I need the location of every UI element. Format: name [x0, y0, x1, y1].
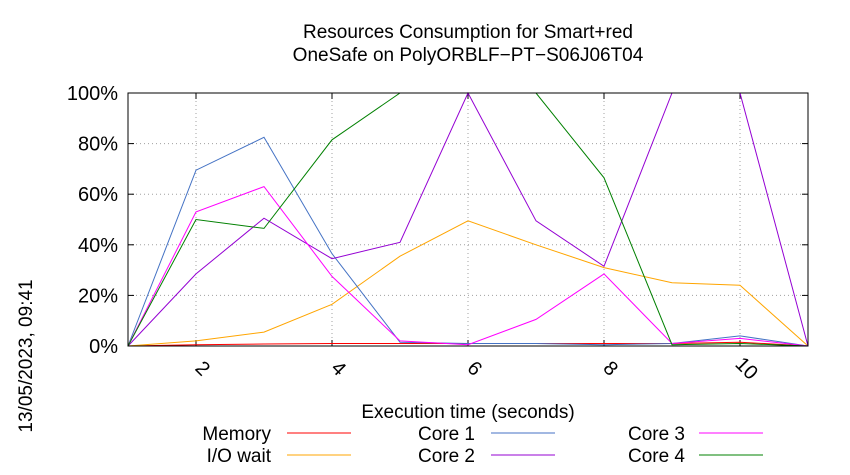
- series-line-core-3: [127, 186, 809, 347]
- x-tick-label: 6: [463, 357, 486, 380]
- x-tick-label: 4: [327, 357, 350, 380]
- legend-label: I/O wait: [207, 446, 272, 467]
- x-axis-label: Execution time (seconds): [361, 402, 574, 423]
- chart-title: Resources Consumption for Smart+redOneSa…: [293, 22, 644, 66]
- y-tick-label: 80%: [78, 134, 118, 156]
- legend-label: Core 4: [628, 446, 685, 467]
- series-line-core-2: [127, 91, 809, 347]
- y-tick-label: 60%: [78, 184, 118, 206]
- y-tick-label: 0%: [89, 336, 118, 358]
- chart-title-line: OneSafe on PolyORBLF−PT−S06J06T04: [293, 45, 644, 66]
- legend-label: Core 2: [418, 446, 475, 467]
- legend-label: Core 3: [628, 424, 685, 445]
- x-tick-label: 2: [191, 357, 214, 380]
- timestamp: 13/05/2023, 09:41: [16, 279, 37, 432]
- y-tick-label: 40%: [78, 235, 118, 257]
- x-axis-ticks: 2 4 6 8 10: [191, 93, 762, 384]
- grid: [128, 93, 808, 346]
- y-axis-ticks: 0% 20% 40% 60% 80% 100%: [67, 83, 808, 358]
- series-lines: [127, 91, 809, 347]
- plot-frame: [127, 92, 809, 347]
- series-line-i-o-wait: [127, 220, 809, 347]
- legend-label: Core 1: [418, 424, 475, 445]
- chart-title-line: Resources Consumption for Smart+red: [303, 22, 633, 43]
- y-tick-label: 20%: [78, 285, 118, 307]
- y-tick-label: 100%: [67, 83, 118, 105]
- series-line-core-1: [127, 136, 809, 347]
- series-line-core-4: [127, 92, 809, 347]
- legend-label: Memory: [202, 424, 271, 445]
- x-tick-label: 8: [599, 357, 622, 380]
- x-tick-label: 10: [731, 353, 762, 384]
